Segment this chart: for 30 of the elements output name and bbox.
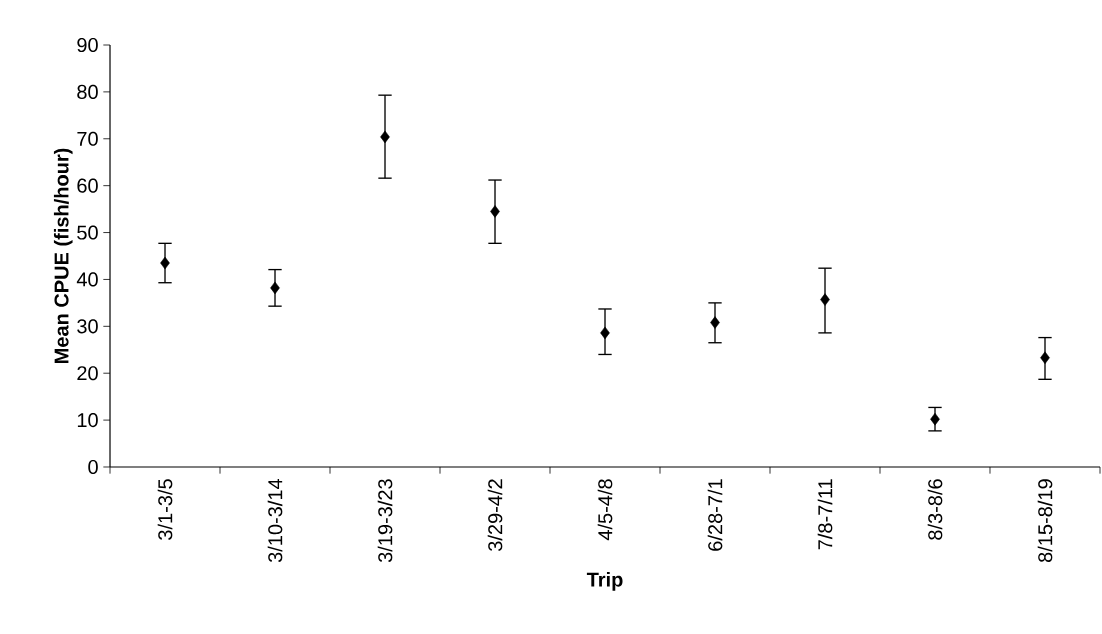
- y-tick-label: 70: [77, 131, 98, 146]
- point: [270, 281, 280, 295]
- x-tick-label: 6/28-7/1: [707, 479, 723, 551]
- point: [710, 316, 720, 329]
- point: [930, 412, 940, 426]
- y-tick-label: 60: [77, 178, 98, 193]
- x-tick-label: 8/3-8/6: [927, 479, 943, 540]
- x-tick-label: 3/1-3/5: [157, 479, 173, 540]
- y-tick-label: 10: [77, 413, 98, 428]
- y-tick-label: 80: [77, 84, 98, 99]
- x-tick-label: 3/19-3/23: [377, 479, 393, 563]
- x-tick-label: 8/15-8/19: [1037, 479, 1053, 562]
- y-tick-label: 0: [88, 459, 98, 475]
- y-axis-title: Mean CPUE (fish/hour): [53, 148, 73, 363]
- point: [380, 130, 390, 144]
- point: [490, 205, 500, 218]
- x-tick-label: 4/5-4/8: [597, 479, 613, 541]
- point: [1040, 351, 1050, 365]
- y-tick-label: 40: [76, 272, 98, 287]
- point: [600, 326, 610, 340]
- x-axis-title: Trip: [586, 572, 623, 591]
- point: [820, 293, 830, 306]
- point: [160, 256, 170, 270]
- x-tick-label: 3/10-3/14: [267, 478, 283, 563]
- y-tick-label: 30: [77, 319, 98, 334]
- x-tick-label: 3/29-4/2: [487, 479, 503, 551]
- y-tick-label: 20: [77, 366, 98, 381]
- x-tick-label: 7/8-7/11: [817, 479, 833, 550]
- y-tick-label: 50: [77, 225, 98, 240]
- y-tick-label: 90: [77, 37, 98, 53]
